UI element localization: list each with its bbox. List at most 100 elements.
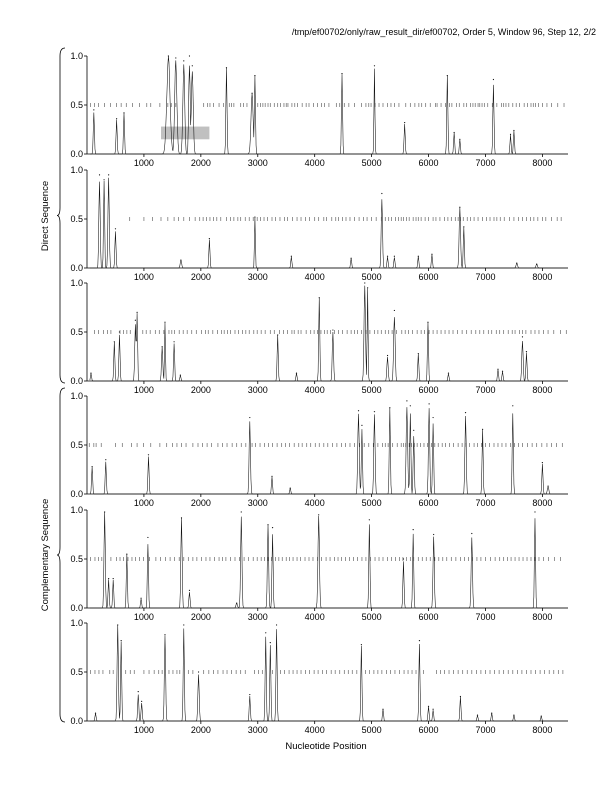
x-tick-label: 2000 [191,158,211,168]
x-tick-label: 7000 [475,612,495,622]
peak-point [236,602,238,604]
x-tick-label: 8000 [532,498,552,508]
peak-point [271,475,273,477]
peak-point [417,352,419,355]
peak-point [432,416,434,419]
peak-point [427,705,430,707]
peak-point [368,519,370,521]
x-tick-label: 4000 [305,498,325,508]
panel-6: 0.0 0.5 1.0 1000 2000 3000 4000 5000 6000 7000 800… [70,618,568,735]
peak-point [91,465,93,468]
x-tick-label: 1000 [134,725,154,735]
peak-point [118,331,121,333]
peak-point [381,192,383,195]
y-tick-label: 1.0 [70,391,83,401]
y-tick-label: 0.5 [70,214,83,224]
peak-point [175,57,177,59]
peak-point [104,511,106,513]
peak-point [123,112,125,114]
x-tick-label: 2000 [191,612,211,622]
peak-point [547,485,549,487]
x-tick-label: 3000 [248,385,268,395]
peak-point [180,517,183,519]
peak-point [361,424,363,426]
y-tick-label: 0.0 [70,376,83,386]
peak-point [108,174,110,176]
x-tick-label: 4000 [305,725,325,735]
peak-point [120,640,122,642]
peak-point [290,255,292,257]
peak-point [183,60,185,62]
peak-point [541,462,543,464]
peak-point [147,536,149,539]
peak-point [94,712,97,714]
group-label-complementary: Complementary Sequence [40,499,51,611]
peak-point [93,109,95,111]
peak-point [108,578,110,580]
x-tick-label: 3000 [248,158,268,168]
peak-point [103,179,105,181]
peak-point [277,334,279,336]
peak-point [464,412,467,414]
peak-point [386,354,389,357]
x-tick-label: 5000 [362,158,382,168]
x-tick-label: 1000 [134,612,154,622]
peak-point [295,372,298,374]
y-tick-label: 0.5 [70,554,83,564]
peak-point [141,700,143,703]
peak-point [161,346,163,348]
peak-point [136,311,138,313]
series-line [89,177,568,269]
y-tick-label: 1.0 [70,278,83,288]
peak-point [90,372,92,374]
x-tick-label: 6000 [419,498,439,508]
x-tick-label: 2000 [191,498,211,508]
peak-point [251,92,253,94]
peak-point [360,643,362,646]
y-tick-label: 0.0 [70,263,83,273]
bracket-complementary [56,387,66,723]
peak-point [459,695,462,698]
peak-point [191,65,193,67]
x-tick-label: 8000 [532,385,552,395]
peak-point [513,714,515,716]
x-tick-label: 7000 [475,272,495,282]
peak-point [98,174,101,176]
x-tick-label: 5000 [362,272,382,282]
peak-point [406,400,408,402]
panel-5: 0.0 0.5 1.0 1000 2000 3000 4000 5000 6000 7000 800… [70,505,568,622]
x-tick-label: 6000 [419,272,439,282]
y-tick-label: 1.0 [70,505,83,515]
x-tick-label: 6000 [419,612,439,622]
peak-point [404,122,406,124]
x-tick-label: 3000 [248,725,268,735]
peak-point [497,368,499,370]
peak-point [536,263,538,265]
y-tick-label: 0.5 [70,327,83,337]
series-line [89,625,568,722]
x-tick-label: 4000 [305,272,325,282]
x-tick-label: 8000 [532,158,552,168]
peak-point [393,255,395,257]
x-tick-label: 8000 [532,725,552,735]
peak-point [350,257,352,259]
peak-point [357,410,360,412]
x-tick-label: 6000 [419,725,439,735]
peak-point [516,262,518,264]
x-tick-label: 8000 [532,272,552,282]
x-axis-label: Nucleotide Position [285,741,366,752]
peak-point [164,634,166,636]
peak-point [164,321,166,323]
peak-point [427,321,429,323]
peak-point [540,715,542,717]
peak-point [453,131,455,134]
x-tick-label: 7000 [475,158,495,168]
x-tick-label: 4000 [305,158,325,168]
peak-point [180,259,182,261]
peak-point [254,216,256,218]
y-tick-label: 1.0 [70,165,83,175]
y-tick-label: 1.0 [70,618,83,628]
x-tick-label: 5000 [362,612,382,622]
peak-point [112,578,114,580]
